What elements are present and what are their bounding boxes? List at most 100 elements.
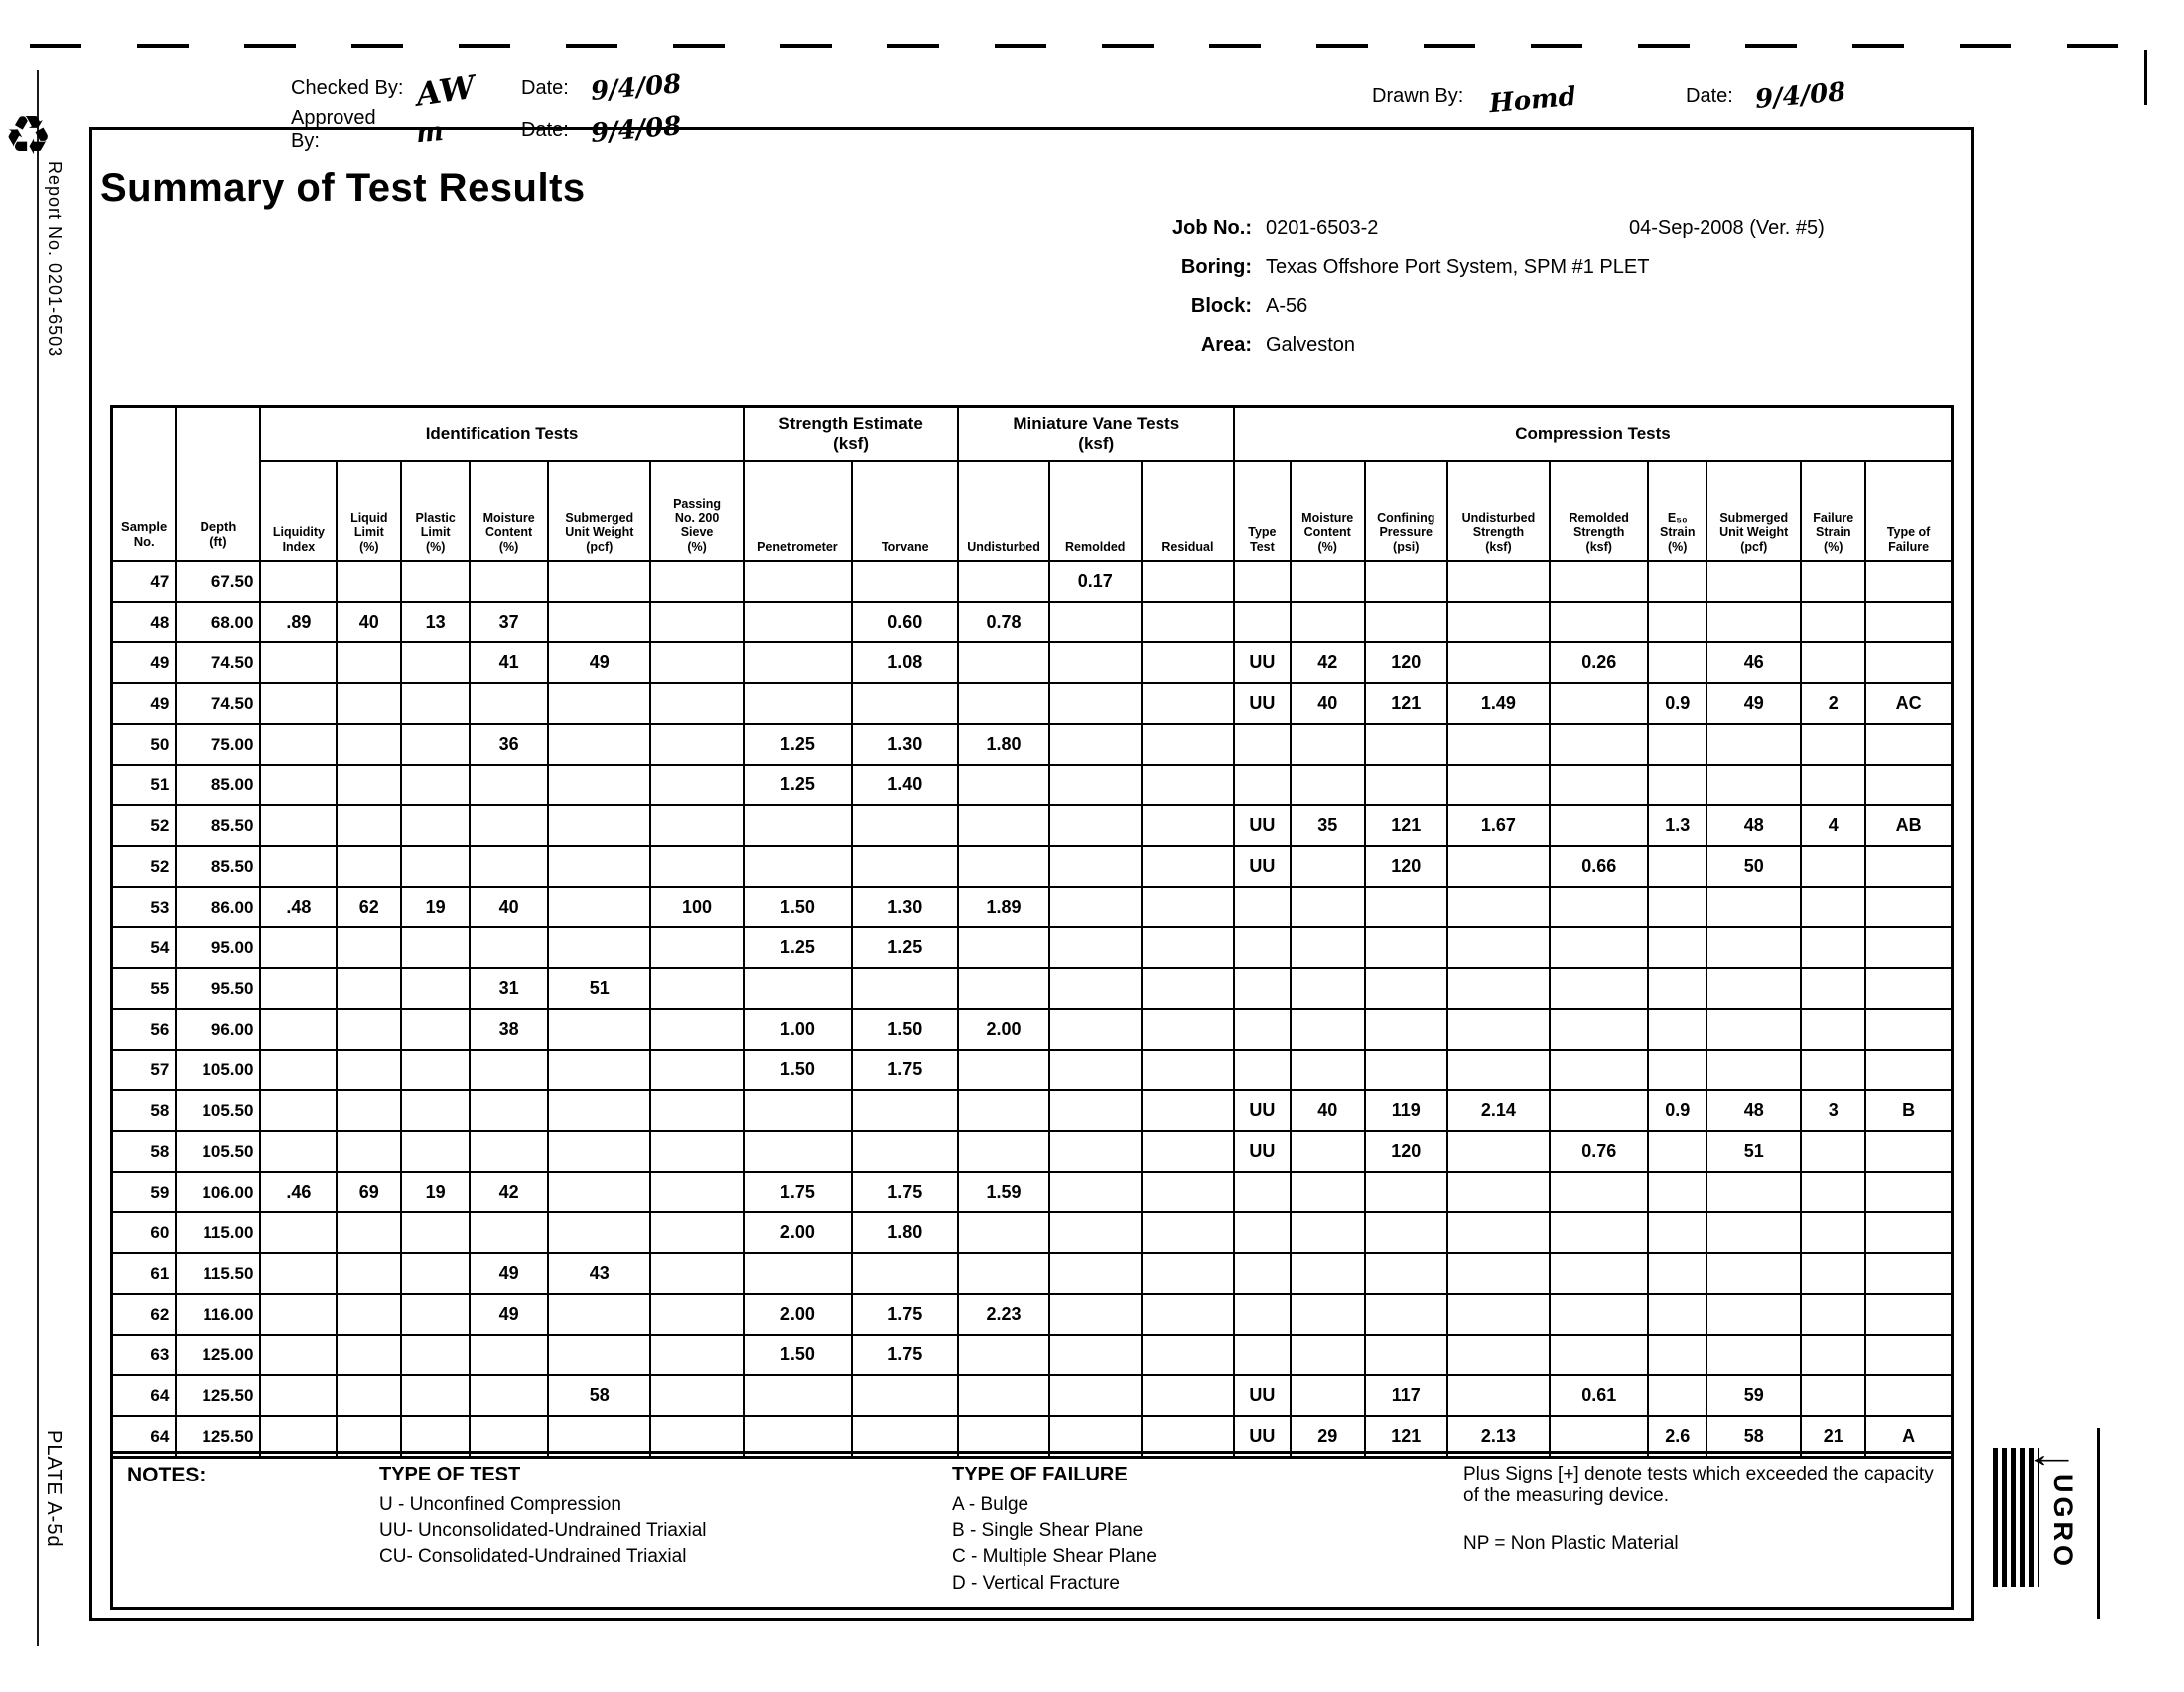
column-group-header: Identification Tests: [259, 405, 745, 462]
table-cell: [1445, 1008, 1552, 1051]
table-cell: [1445, 1374, 1552, 1417]
table-cell: [1289, 1252, 1366, 1295]
table-cell: [1047, 886, 1143, 928]
table-cell: 121: [1363, 682, 1448, 725]
column-group-header: Strength Estimate (ksf): [742, 405, 960, 462]
table-cell: 125.00: [175, 1334, 262, 1376]
table-cell: [1289, 1008, 1366, 1051]
table-cell: 2: [1800, 682, 1867, 725]
table-cell: [1289, 1049, 1366, 1091]
table-cell: 42: [469, 1171, 550, 1213]
table-cell: [1047, 1334, 1143, 1376]
table-cell: [1800, 886, 1867, 928]
table-cell: 100: [649, 886, 745, 928]
table-cell: [1549, 1089, 1650, 1132]
table-cell: [336, 1008, 403, 1051]
table-cell: [1647, 1334, 1708, 1376]
table-cell: [1140, 1130, 1236, 1173]
note-item: U - Unconfined Compression: [379, 1494, 621, 1515]
table-cell: [336, 560, 403, 603]
table-cell: [400, 1008, 472, 1051]
table-cell: 49: [110, 641, 178, 684]
table-cell: [649, 1334, 745, 1376]
table-cell: UU: [1233, 804, 1292, 847]
table-cell: [547, 764, 652, 806]
table-cell: [336, 641, 403, 684]
table-cell: [1706, 926, 1803, 969]
table-cell: [1864, 1171, 1954, 1213]
plus-signs-note: Plus Signs [+] denote tests which exceed…: [1463, 1464, 1934, 1506]
table-cell: [1233, 886, 1292, 928]
table-cell: [1289, 764, 1366, 806]
table-cell: [1800, 641, 1867, 684]
table-cell: [1647, 641, 1708, 684]
table-cell: 60: [110, 1211, 178, 1254]
table-cell: [547, 1171, 652, 1213]
table-cell: 95.50: [175, 967, 262, 1010]
table-cell: [1647, 926, 1708, 969]
drawn-by-block: Drawn By: Homd Date: 9/4/08: [1372, 77, 1846, 119]
table-cell: 19: [400, 886, 472, 928]
table-cell: 1.25: [742, 723, 854, 766]
table-cell: 1.67: [1445, 804, 1552, 847]
column-header: Type of Failure: [1864, 460, 1954, 562]
checked-approved-block: Checked By: AW Date: 9/4/08 Approved By:…: [291, 69, 682, 153]
table-cell: [400, 1130, 472, 1173]
table-cell: [259, 967, 339, 1010]
column-header: Plastic Limit (%): [400, 460, 472, 562]
table-cell: [1549, 1252, 1650, 1295]
note-item: B - Single Shear Plane: [952, 1520, 1144, 1542]
column-header: Submerged Unit Weight (pcf): [547, 460, 652, 562]
table-cell: [1363, 1334, 1448, 1376]
table-cell: [400, 1293, 472, 1336]
table-cell: [1140, 641, 1236, 684]
table-cell: [336, 682, 403, 725]
table-cell: 51: [1706, 1130, 1803, 1173]
table-cell: [1047, 804, 1143, 847]
table-cell: 68.00: [175, 601, 262, 643]
table-cell: 38: [469, 1008, 550, 1051]
table-cell: 0.66: [1549, 845, 1650, 888]
table-cell: [259, 1293, 339, 1336]
table-cell: [1647, 1008, 1708, 1051]
table-cell: [1233, 1171, 1292, 1213]
table-cell: 115.50: [175, 1252, 262, 1295]
table-cell: 85.50: [175, 804, 262, 847]
table-cell: 1.50: [742, 886, 854, 928]
table-cell: [1363, 886, 1448, 928]
table-cell: [1647, 1049, 1708, 1091]
column-header: Torvane: [851, 460, 960, 562]
table-cell: AC: [1864, 682, 1954, 725]
table-cell: UU: [1233, 1089, 1292, 1132]
table-cell: 2.00: [957, 1008, 1050, 1051]
table-cell: [1047, 601, 1143, 643]
table-cell: 0.61: [1549, 1374, 1650, 1417]
table-cell: [1233, 1334, 1292, 1376]
table-row: 49 74.50 41 49 1.08 UU 42 120 0.26 46: [110, 641, 1954, 684]
table-cell: [649, 804, 745, 847]
table-cell: 42: [1289, 641, 1366, 684]
table-cell: [400, 764, 472, 806]
table-cell: [1140, 1334, 1236, 1376]
table-cell: 51: [110, 764, 178, 806]
torn-edge-dashes: [30, 44, 2159, 48]
table-cell: [336, 1089, 403, 1132]
table-cell: UU: [1233, 1374, 1292, 1417]
table-cell: [1047, 764, 1143, 806]
column-header: Moisture Content (%): [469, 460, 550, 562]
table-row: 64 125.50 58 UU 117 0.61 59: [110, 1374, 1954, 1417]
table-cell: 121: [1363, 804, 1448, 847]
table-cell: [1445, 764, 1552, 806]
approved-by-label: Approved By:: [291, 107, 376, 152]
table-cell: 1.59: [957, 1171, 1050, 1213]
table-cell: [1647, 560, 1708, 603]
job-no-label: Job No.:: [1172, 217, 1252, 239]
table-cell: [649, 1211, 745, 1254]
table-cell: [1140, 1211, 1236, 1254]
table-cell: 120: [1363, 845, 1448, 888]
table-cell: [742, 1374, 854, 1417]
table-cell: [1047, 1211, 1143, 1254]
scan-artifact-line: [37, 70, 39, 1646]
table-cell: 1.75: [851, 1293, 960, 1336]
type-of-failure-title: TYPE OF FAILURE: [952, 1464, 1128, 1485]
